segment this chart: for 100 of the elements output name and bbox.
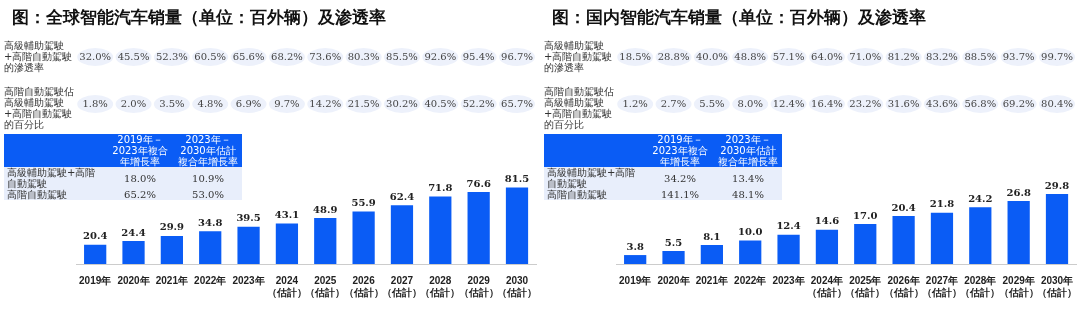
text: 56.8% (964, 97, 997, 109)
text: 96.7% (501, 50, 533, 62)
data-label: 81.5 (504, 172, 530, 184)
text: 99.7% (1041, 50, 1073, 62)
text: 71.0% (849, 50, 882, 62)
text: 83.2% (926, 50, 958, 62)
text: 40.5% (424, 97, 457, 109)
bar (662, 251, 685, 264)
text: 68.2% (271, 50, 303, 62)
text: 23.2% (849, 97, 882, 109)
bar (390, 205, 414, 264)
data-label: 24.4 (121, 226, 146, 238)
x-tick-label: 2023年 (232, 274, 265, 286)
data-label: 5.5 (664, 236, 683, 248)
x-tick-label: 2019年 (619, 274, 652, 286)
annotation: 53.0% (191, 189, 225, 200)
data-label: 21.8 (929, 198, 955, 210)
data-label: 29.9 (159, 221, 185, 233)
x-tick-label: 2026年（估計） (883, 274, 924, 298)
text: 80.4% (1041, 97, 1073, 109)
text: 32.0% (79, 50, 112, 62)
text: 92.6% (424, 50, 457, 62)
x-tick-label: 2021年 (695, 274, 728, 286)
data-label: 29.8 (1044, 179, 1070, 191)
growth-table: 2019年－2023年複合年增長率 2023年－2030年估計複合年增長率 高級輔助駕駛+高階自動駕駛 34.2% 13.4% 高階自動駕駛 141.1% 48.1% (544, 134, 782, 200)
bar (930, 212, 954, 264)
text: 18.5% (619, 50, 652, 62)
bar (429, 196, 452, 264)
data-label: 43.1 (274, 209, 300, 221)
text: 31.6% (887, 97, 920, 109)
growth-table: 2019年－2023年複合年增長率 2023年－2030年估計複合年增長率 高級輔助駕駛+高階自動駕駛 18.0% 10.9% 高階自動駕駛 65.2% 53.0% (4, 134, 242, 200)
x-tick-label: 2024年（估計） (806, 274, 847, 298)
text: 43.6% (926, 97, 958, 109)
data-label: 3.8 (626, 240, 644, 252)
x-tick-label: 2027（估計） (381, 274, 422, 298)
text: 45.5% (117, 50, 150, 62)
text: 88.5% (964, 50, 997, 62)
text: 4.8% (197, 97, 223, 109)
annotation: 65.2% (123, 189, 157, 200)
text: 高級輔助駕駛+高階自動駕駛的滲透率 (544, 40, 614, 73)
text: 65.7% (501, 97, 533, 109)
x-tick-label: 2022年 (194, 274, 227, 286)
x-tick-label: 2020年 (117, 274, 150, 286)
text: 48.8% (734, 50, 767, 62)
x-tick-label: 2021年 (155, 274, 188, 286)
x-tick-label: 2020年 (657, 274, 690, 286)
annotation: 141.1% (659, 189, 701, 200)
text: 73.6% (309, 50, 342, 62)
bar (314, 218, 337, 264)
x-tick-label: 2029年（估計） (998, 274, 1039, 298)
data-label: 14.6 (814, 215, 840, 227)
bar (237, 226, 260, 264)
text: 60.5% (194, 50, 227, 62)
data-label: 26.8 (1006, 186, 1031, 198)
text: 21.5% (347, 97, 380, 109)
x-tick-label: 2023年 (772, 274, 805, 286)
data-label: 20.4 (82, 230, 108, 242)
bar (854, 224, 877, 264)
bar (739, 240, 762, 264)
text: 12.4% (772, 97, 805, 109)
data-label: 17.0 (853, 209, 878, 221)
data-label: 10.0 (738, 226, 763, 238)
bar (199, 231, 222, 264)
text: 95.4% (462, 50, 495, 62)
text: 高階自動駕駛佔高級輔助駕駛+高階自動駕駛的百分比 (4, 86, 74, 130)
data-label: 48.9 (313, 203, 338, 215)
text: 8.0% (737, 97, 763, 109)
bar (969, 207, 992, 264)
data-label: 55.9 (351, 197, 376, 209)
annotation: 48.1% (731, 189, 765, 200)
chart-title: 图：全球智能汽车销量（单位：百外辆）及渗透率 (12, 6, 386, 29)
bar (160, 235, 183, 264)
bar (624, 255, 647, 264)
text: 6.9% (235, 97, 262, 109)
text: 高階自動駕駛佔高級輔助駕駛+高階自動駕駛的百分比 (544, 86, 614, 130)
text: 93.7% (1002, 50, 1035, 62)
data-label: 62.4 (389, 190, 415, 202)
bar (1045, 193, 1069, 264)
text: 69.2% (1002, 97, 1035, 109)
data-label: 39.5 (236, 212, 261, 224)
x-tick-label: 2030年（估計） (1037, 274, 1077, 298)
text: 1.2% (622, 97, 648, 109)
text: 14.2% (309, 97, 342, 109)
text: 81.2% (887, 50, 920, 62)
x-tick-label: 2027年（估計） (921, 274, 962, 298)
data-label: 20.4 (891, 201, 916, 213)
bar (352, 211, 375, 264)
text: 57.1% (772, 50, 805, 62)
text: 85.5% (386, 50, 418, 62)
x-tick-label: 2030（估計） (497, 274, 537, 298)
text: 30.2% (386, 97, 418, 109)
bar (122, 241, 145, 264)
data-label: 34.8 (198, 216, 223, 228)
text: 80.3% (347, 50, 380, 62)
bar (1007, 201, 1030, 264)
text: 3.5% (159, 97, 185, 109)
text: 40.0% (695, 50, 728, 62)
text: 52.2% (462, 97, 495, 109)
x-tick-label: 2019年 (79, 274, 112, 286)
bar (700, 244, 723, 264)
